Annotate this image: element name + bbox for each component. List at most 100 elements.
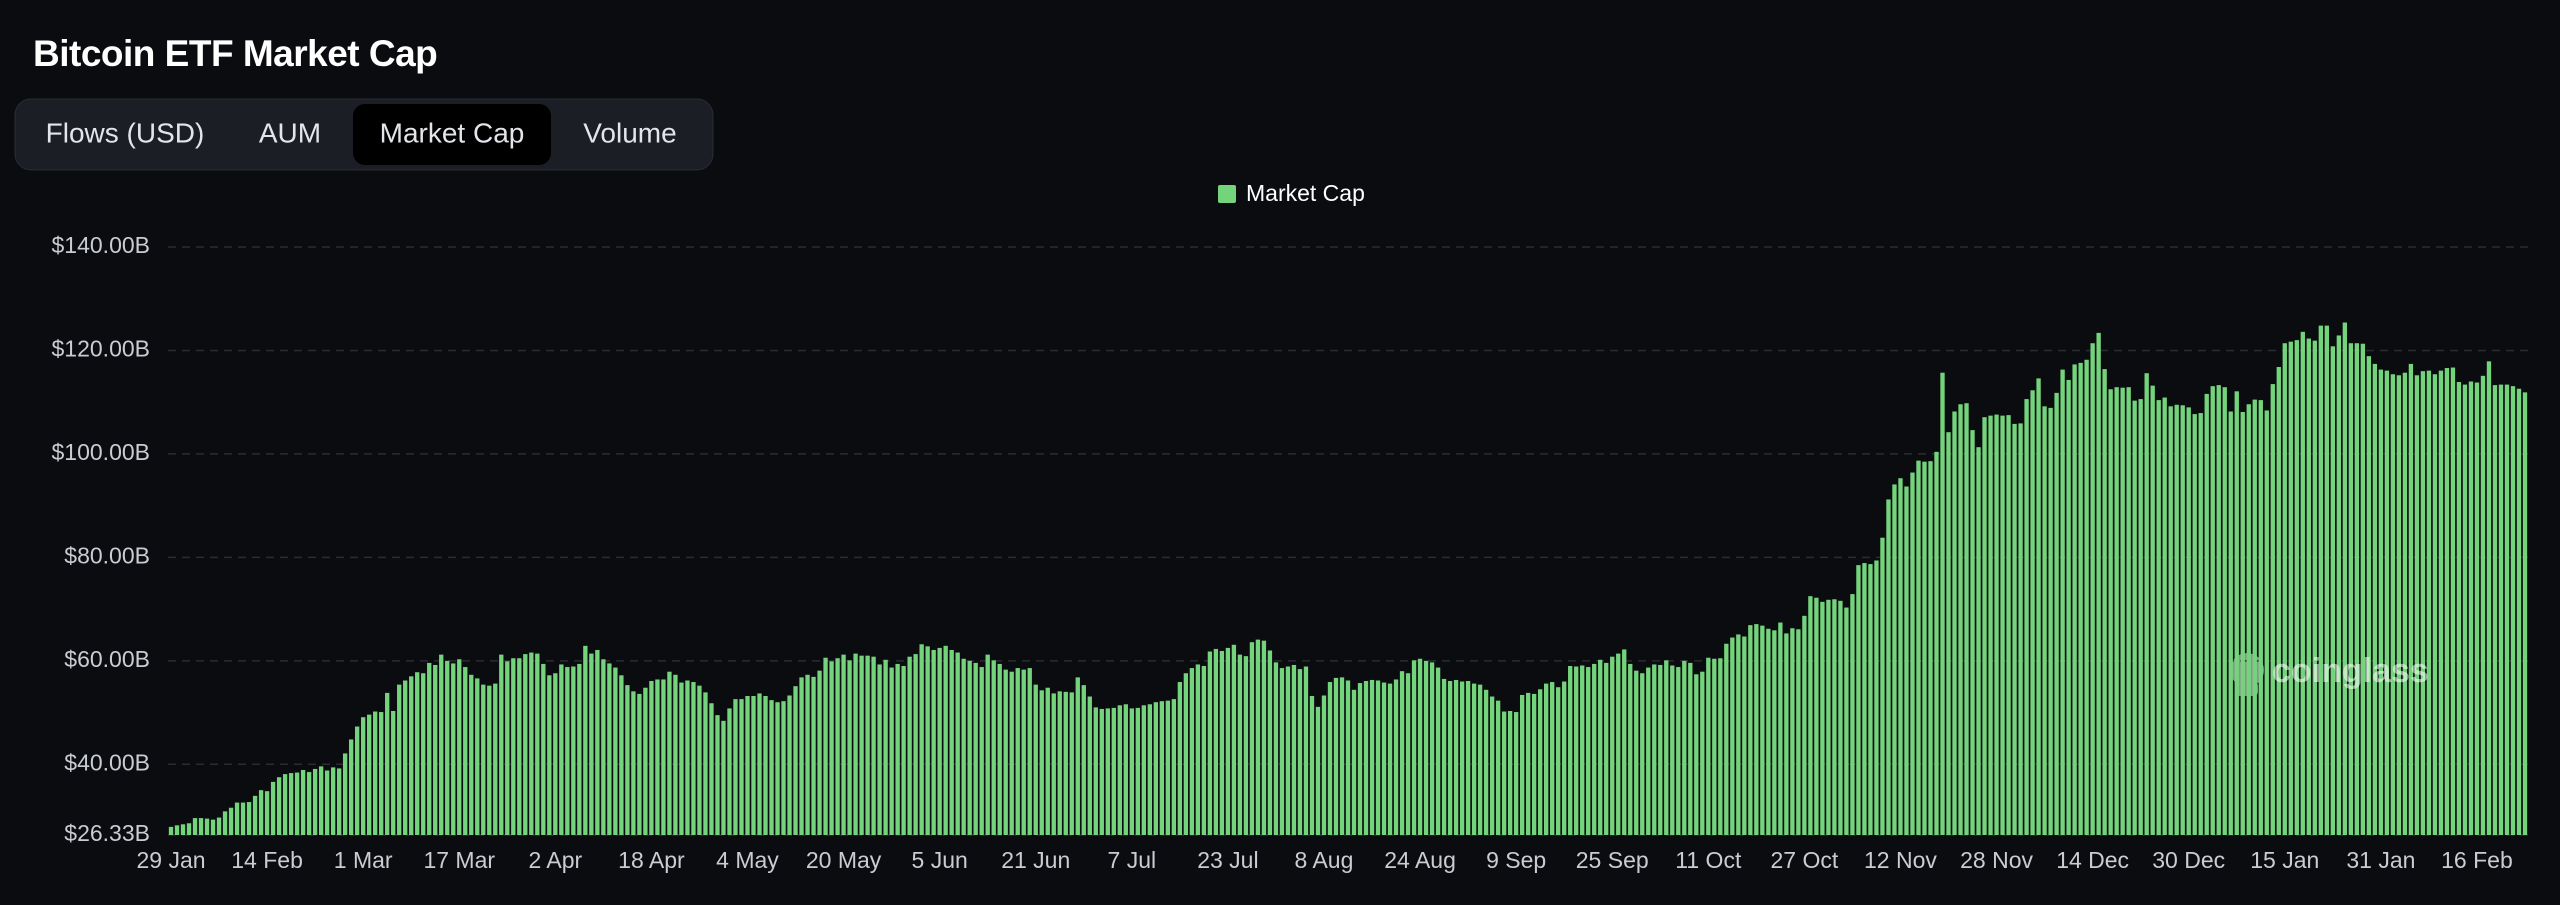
tab[interactable]: AUM (259, 117, 321, 148)
bar (811, 676, 816, 835)
bar (1219, 651, 1225, 835)
bar (1117, 705, 1122, 835)
x-tick-label: 9 Sep (1486, 847, 1546, 873)
bar (330, 767, 336, 835)
x-tick-label: 2 Apr (528, 847, 582, 873)
bar (1796, 629, 1801, 835)
bar (565, 667, 570, 835)
bar (1592, 663, 1597, 835)
bar (1850, 594, 1855, 835)
tab[interactable]: Market Cap (380, 117, 525, 148)
bar (2168, 406, 2173, 835)
bar (2102, 369, 2107, 835)
bar (1946, 432, 1951, 835)
legend-swatch (1218, 185, 1236, 203)
bar (1802, 615, 1807, 835)
bar (1682, 660, 1687, 835)
bar (1910, 472, 1915, 835)
bar (1544, 683, 1549, 835)
bar (306, 772, 312, 835)
bar (529, 652, 534, 835)
bar (469, 674, 474, 835)
bar (2282, 343, 2287, 835)
bar (2240, 412, 2245, 835)
bar (733, 699, 738, 835)
bar (2300, 331, 2305, 835)
bar (1982, 417, 1987, 835)
bar (2192, 414, 2197, 835)
bar (1970, 430, 1975, 835)
bar (1724, 643, 1729, 835)
bar (216, 817, 222, 835)
bar (1628, 663, 1633, 835)
bar (2348, 343, 2354, 835)
bar (691, 682, 696, 835)
bar (571, 666, 576, 835)
bar (697, 685, 702, 835)
bar (1489, 696, 1495, 835)
y-tick-label: $80.00B (64, 542, 150, 568)
bar (991, 660, 996, 835)
bar (1610, 656, 1615, 835)
bar (919, 644, 924, 835)
bar (385, 692, 390, 835)
bar (865, 655, 870, 835)
bar (739, 699, 744, 835)
bar (2066, 379, 2071, 835)
x-tick-label: 11 Oct (1675, 847, 1742, 873)
bar (1580, 665, 1585, 835)
bar (1976, 447, 1981, 835)
x-tick-label: 12 Nov (1864, 847, 1937, 873)
bar (925, 646, 930, 835)
bar (2012, 423, 2017, 835)
bar (186, 823, 192, 835)
bar (1616, 653, 1621, 835)
bar (397, 684, 402, 835)
bar (1429, 662, 1435, 835)
bar (1297, 669, 1303, 835)
bar (1027, 668, 1032, 835)
bar (967, 660, 972, 835)
x-tick-label: 1 Mar (334, 847, 393, 873)
x-tick-label: 8 Aug (1295, 847, 1354, 873)
bar (2234, 391, 2239, 835)
bar (1183, 673, 1189, 835)
bar (1826, 599, 1831, 835)
bar (1706, 657, 1711, 835)
bar (775, 702, 780, 835)
x-tick-label: 30 Dec (2152, 847, 2225, 873)
bar (2264, 410, 2269, 835)
bar (1129, 708, 1134, 835)
bar (1874, 560, 1879, 835)
bar (745, 696, 750, 835)
bar (312, 768, 318, 835)
bar (1147, 704, 1152, 835)
bar (300, 769, 306, 835)
x-tick-label: 5 Jun (912, 847, 968, 873)
bar (1694, 674, 1699, 835)
bar (511, 658, 516, 835)
bar (1808, 596, 1813, 835)
bar (2498, 384, 2504, 835)
tab[interactable]: Volume (583, 117, 676, 148)
x-tick-label: 21 Jun (1001, 847, 1070, 873)
bar (439, 654, 444, 835)
bar (2396, 375, 2402, 835)
bar (1664, 660, 1669, 835)
bar (715, 715, 720, 835)
x-tick-label: 20 May (806, 847, 882, 873)
bar (168, 826, 174, 835)
bar (1928, 461, 1933, 835)
bar (1111, 707, 1116, 835)
bar (2258, 400, 2263, 835)
bar (943, 645, 948, 835)
x-tick-label: 18 Apr (618, 847, 685, 873)
bar (1856, 565, 1861, 835)
bar (901, 666, 906, 835)
y-tick-label: $140.00B (52, 232, 150, 258)
bar (553, 673, 558, 835)
tab[interactable]: Flows (USD) (46, 117, 205, 148)
bar (1177, 682, 1183, 835)
bar (2426, 370, 2432, 835)
bar (2042, 406, 2047, 835)
